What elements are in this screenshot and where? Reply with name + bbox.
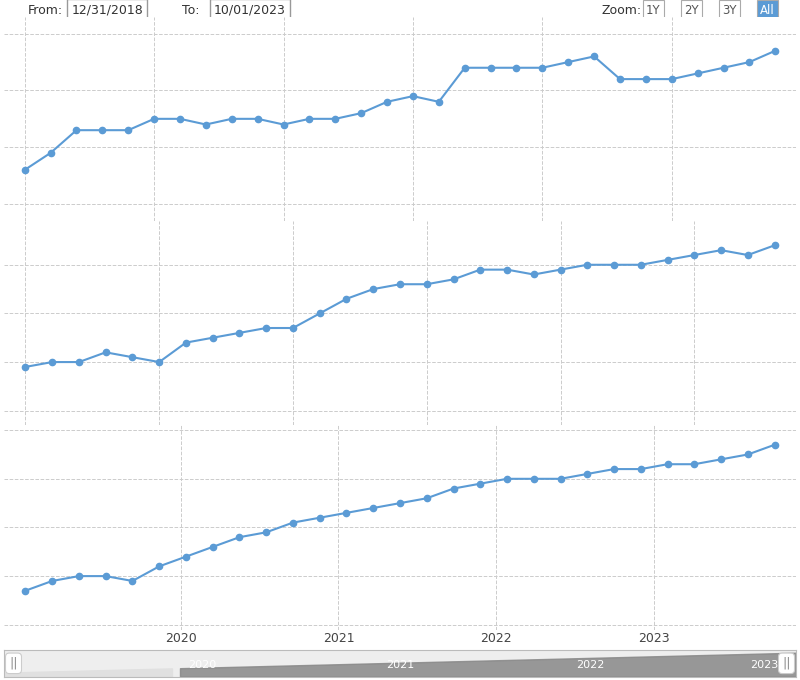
Text: From:: From:: [28, 3, 63, 16]
Text: ||: ||: [10, 657, 18, 670]
Text: 2022: 2022: [576, 660, 604, 670]
Text: 10/01/2023: 10/01/2023: [214, 3, 286, 16]
Text: 2Y: 2Y: [684, 3, 698, 16]
Text: All: All: [760, 3, 775, 16]
Text: 2021: 2021: [386, 660, 414, 670]
Text: 3Y: 3Y: [722, 3, 737, 16]
Text: Zoom:: Zoom:: [602, 3, 642, 16]
Text: 1Y: 1Y: [646, 3, 661, 16]
Text: 2023: 2023: [750, 660, 778, 670]
Text: ||: ||: [782, 657, 790, 670]
Text: To:: To:: [182, 3, 200, 16]
Text: 12/31/2018: 12/31/2018: [71, 3, 143, 16]
Text: 2020: 2020: [188, 660, 216, 670]
